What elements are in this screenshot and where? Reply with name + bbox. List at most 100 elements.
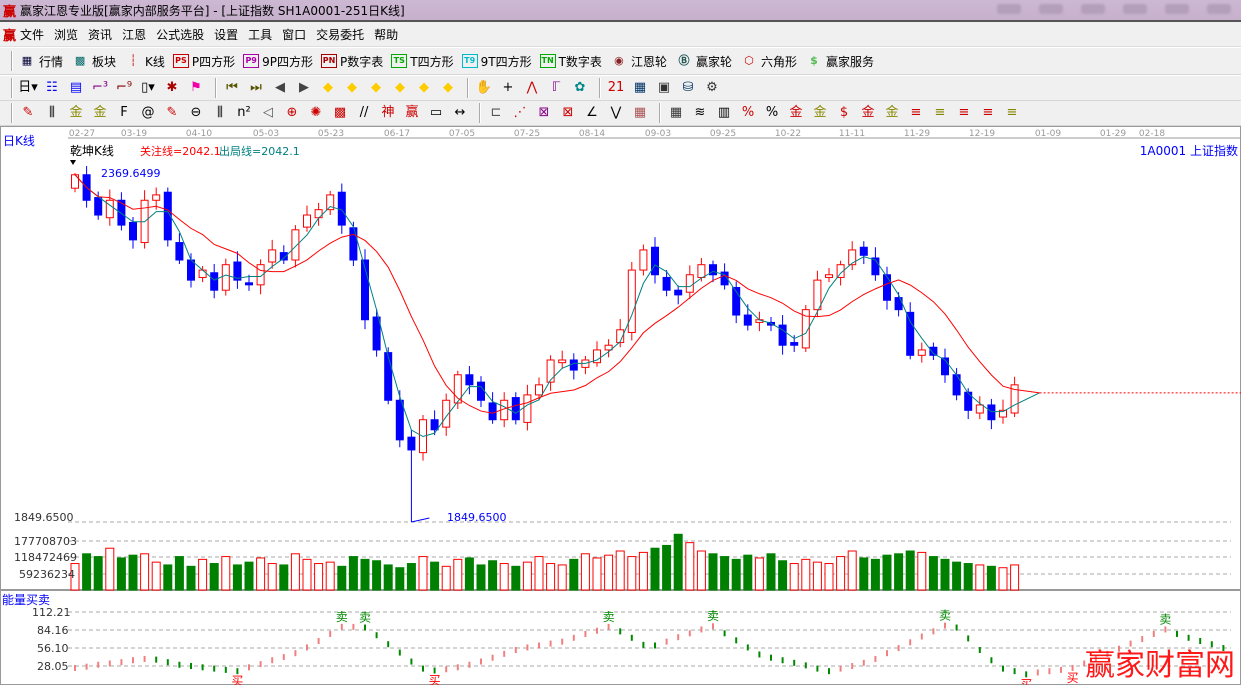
menu-item[interactable]: 工具 [248,27,273,42]
menu-item[interactable]: 帮助 [374,27,399,42]
circle-lines-icon[interactable]: ⊖ [190,105,202,120]
chart-style-icon[interactable]: ☷ [46,80,58,95]
scroll-right-icon[interactable]: ▶ [299,80,309,95]
triangle-icon[interactable]: ◁ [263,105,273,120]
parallel-2-icon[interactable]: ≋ [694,105,706,120]
period-day-dropdown[interactable]: 日▾ [18,80,38,95]
toolbar-button-pn-box[interactable]: PN P数字表 [321,53,383,70]
shrink-v-diamond-icon[interactable]: ◆ [443,80,453,95]
staircase-9-icon[interactable]: ⌐⁹ [115,80,133,95]
kline-chart[interactable]: 02-27 03-19 04-10 05-03 05-23 06-17 07-05 07-25… [0,126,1241,685]
angle-lines-icon[interactable]: // [359,105,369,120]
grid-2-icon[interactable]: ▦ [669,105,683,120]
menu-item[interactable]: 窗口 [282,27,307,42]
square-lines-icon[interactable]: n² [237,105,251,120]
candle-type-dropdown[interactable]: ▯▾ [141,80,155,95]
book-icon[interactable]: ▣ [657,80,671,95]
width-icon[interactable]: ↔ [454,105,466,120]
menu-item[interactable]: 浏览 [54,27,79,42]
staircase-3-icon[interactable]: ⌐³ [91,80,109,95]
levels-icon[interactable]: ≡ [910,105,922,120]
toolbar-button-tn-box[interactable]: TN T数字表 [539,53,602,70]
maximize-button[interactable] [1165,4,1189,14]
first-bar-icon[interactable]: ⏮ [226,80,238,95]
menu-item[interactable]: 公式选股 [156,27,205,42]
indicator-icon[interactable]: ✿ [574,80,586,95]
expand-v-diamond-icon[interactable]: ◆ [419,80,429,95]
calculator-icon[interactable]: ▦ [633,80,647,95]
gann-box-icon[interactable]: ⊠ [538,105,550,120]
close-button[interactable] [1207,4,1231,14]
gold-1-icon[interactable]: 金 [789,105,803,120]
fan-icon[interactable]: ⋰ [513,105,527,120]
box-icon[interactable]: ⊏ [490,105,502,120]
pen-icon[interactable]: ✎ [22,105,34,120]
menu-item[interactable]: 江恩 [122,27,147,42]
toolbar-button-sector-grid[interactable]: ▩ 板块 [71,52,116,70]
calendar-icon[interactable]: 21 [607,80,625,95]
clipboard-icon[interactable]: ▤ [69,80,83,95]
menu-item[interactable]: 设置 [214,27,239,42]
gold-lines-2-icon[interactable]: 金 [93,105,107,120]
network-icon[interactable]: ⛁ [682,80,694,95]
pin-button[interactable] [997,4,1021,14]
hand-icon[interactable]: ✋ [475,80,493,95]
scroll-left-icon[interactable]: ◀ [275,80,285,95]
toolbar-button-ts-box[interactable]: TS T四方形 [391,53,454,70]
right-arrow-diamond-icon[interactable]: ◆ [347,80,357,95]
left-arrow-diamond-icon[interactable]: ◆ [323,80,333,95]
gold-2-icon[interactable]: 金 [813,105,827,120]
toolbar-button-p9-box[interactable]: P9 9P四方形 [243,53,313,70]
menu-item[interactable]: 文件 [20,27,45,42]
crosshair-icon[interactable]: + [502,80,514,95]
spiral-icon[interactable]: @ [141,105,155,120]
levels-3-icon[interactable]: ≡ [958,105,970,120]
pen-ruler-icon[interactable]: ✎ [166,105,178,120]
parallel-lines-icon[interactable]: ⫼ [217,105,223,120]
toolbar-button-candlestick[interactable]: ┆ K线 [124,52,165,70]
gold-4-icon[interactable]: 金 [885,105,899,120]
toolbar-button-ps-box[interactable]: PS P四方形 [172,53,235,70]
dollar-line-icon[interactable]: $ [839,105,849,120]
square-web-icon[interactable]: ▩ [333,105,347,120]
flag-icon[interactable]: ⚑ [190,80,202,95]
grid-icon[interactable]: ▦ [633,105,647,120]
shrink-h-diamond-icon[interactable]: ◆ [395,80,405,95]
table-icon[interactable]: ▥ [717,105,731,120]
last-bar-icon[interactable]: ⏭ [250,80,262,95]
expand-h-diamond-icon[interactable]: ◆ [371,80,381,95]
gold-lines-icon[interactable]: 金 [69,105,83,120]
line-point-icon[interactable]: ⋀ [526,80,538,95]
minimize-button[interactable] [1039,4,1063,14]
toolbar-button-hexagon[interactable]: ⬡ 六角形 [740,52,797,70]
ying-lines-icon[interactable]: 赢 [405,105,419,120]
fibonacci-icon[interactable]: F [120,105,128,120]
shen-lines-icon[interactable]: 神 [381,105,395,120]
tools-icon[interactable]: ⚙ [706,80,718,95]
toolbar-button-quote-table[interactable]: ▦ 行情 [18,52,63,70]
toolbar-button-t9-box[interactable]: T9 9T四方形 [461,53,532,70]
web-icon[interactable]: ✺ [310,105,322,120]
gann-lines-icon[interactable]: ⫼ [49,105,55,120]
gann-fan-icon[interactable]: ⊠ [562,105,574,120]
percent-icon[interactable]: % [765,105,779,120]
menu-item[interactable]: 交易委托 [316,27,365,42]
wave-icon[interactable]: ⋁ [610,105,622,120]
toolbar-button-gann-wheel[interactable]: ◉ 江恩轮 [610,52,667,70]
levels-2-icon[interactable]: ≡ [934,105,946,120]
levels-4-icon[interactable]: ≡ [982,105,994,120]
levels-5-icon[interactable]: ≡ [1006,105,1018,120]
angle-icon[interactable]: ∠ [586,105,598,120]
toolbar-button-big-wheel[interactable]: Ⓑ 赢家轮 [675,52,732,70]
help-button[interactable] [1123,4,1147,14]
toolbar-button-dollar[interactable]: $ 赢家服务 [805,52,874,70]
percent-line-icon[interactable]: % [741,105,755,120]
gold-3-icon[interactable]: 金 [861,105,875,120]
formula-icon[interactable]: ℾ [551,80,561,95]
circle-cross-icon[interactable]: ⊕ [286,105,298,120]
ruler-icon[interactable]: ▭ [429,105,443,120]
restore-button[interactable] [1081,4,1105,14]
map-icon[interactable]: ✱ [166,80,178,95]
menu-item[interactable]: 资讯 [88,27,113,42]
sell-signal: 卖 [603,610,615,624]
